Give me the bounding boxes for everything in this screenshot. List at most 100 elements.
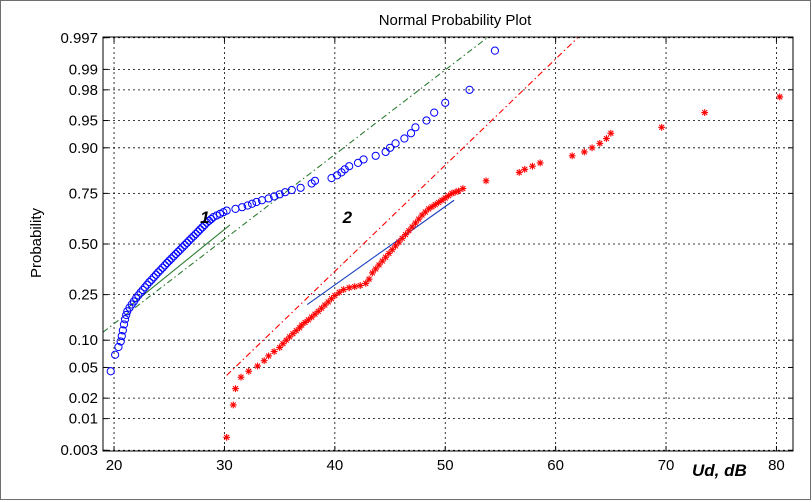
data-point-series-2	[536, 159, 544, 167]
star-stroke	[701, 109, 708, 116]
data-point-series-1	[238, 203, 247, 212]
data-point-series-1	[381, 147, 390, 157]
curve-label-1: 1	[200, 208, 209, 227]
y-tick-label: 0.95	[69, 113, 98, 130]
y-tick-label: 0.003	[60, 442, 98, 459]
data-point-series-1	[185, 236, 194, 245]
data-point-series-2	[603, 135, 610, 142]
data-point-series-1	[371, 151, 380, 160]
data-point-series-1	[296, 183, 305, 192]
y-tick-label: 0.25	[69, 287, 98, 304]
data-point-series-1	[231, 204, 240, 213]
data-point-series-2	[607, 129, 615, 137]
data-point-series-1	[189, 232, 198, 241]
data-point-series-2	[229, 401, 237, 409]
fit-line-2-dash-dot	[226, 37, 579, 376]
data-point-series-1	[167, 254, 176, 263]
data-point-series-2	[292, 327, 300, 335]
data-point-series-1	[171, 249, 180, 259]
data-point-series-1	[327, 174, 336, 183]
star-stroke	[366, 276, 372, 282]
data-point-series-1	[187, 234, 196, 243]
data-point-series-2	[232, 385, 239, 393]
star-stroke	[340, 286, 347, 293]
y-tick-label: 0.75	[69, 185, 98, 202]
data-point-series-1	[160, 261, 169, 270]
data-point-series-1	[270, 192, 279, 201]
fit-line-1-dash-dot	[102, 37, 488, 333]
star-stroke	[455, 188, 462, 194]
star-stroke	[460, 185, 466, 192]
data-point-series-1	[149, 273, 158, 282]
star-stroke	[254, 363, 261, 369]
data-point-series-1	[178, 243, 187, 252]
data-point-series-1	[359, 155, 368, 164]
star-stroke	[516, 169, 523, 176]
star-stroke	[245, 368, 252, 375]
data-point-series-1	[406, 129, 416, 138]
data-point-series-2	[260, 357, 268, 365]
data-point-series-2	[331, 292, 339, 299]
x-tick-label: 20	[106, 457, 123, 474]
data-point-series-2	[568, 152, 576, 160]
data-point-series-1	[111, 350, 120, 359]
data-point-series-1	[154, 268, 163, 277]
star-stroke	[529, 163, 536, 170]
star-stroke	[265, 353, 272, 359]
data-point-series-1	[120, 315, 130, 324]
data-point-series-2	[345, 284, 353, 292]
x-tick-label: 40	[326, 457, 343, 474]
x-tick-label: 60	[547, 457, 564, 474]
star-stroke	[435, 199, 442, 206]
star-stroke	[589, 144, 595, 151]
star-stroke	[223, 434, 230, 441]
data-point-series-1	[252, 197, 261, 207]
star-stroke	[581, 149, 588, 155]
data-point-series-2	[314, 307, 322, 315]
data-point-series-2	[529, 162, 536, 170]
data-point-series-1	[430, 108, 439, 117]
data-point-series-1	[106, 367, 115, 376]
data-point-series-1	[176, 245, 185, 254]
fit-lines	[102, 37, 579, 376]
data-point-series-2	[596, 139, 604, 147]
data-point-series-1	[151, 270, 161, 279]
data-point-series-1	[119, 320, 129, 329]
data-points	[106, 46, 784, 441]
data-point-series-2	[340, 286, 348, 293]
data-point-series-2	[223, 433, 231, 441]
data-point-series-2	[588, 144, 596, 152]
star-stroke	[569, 152, 576, 159]
data-point-series-1	[196, 225, 205, 234]
data-point-series-2	[658, 123, 666, 131]
star-stroke	[439, 197, 445, 204]
data-point-series-1	[182, 238, 192, 247]
y-tick-label: 0.997	[60, 30, 98, 47]
data-point-series-1	[147, 275, 156, 284]
x-tick-label: 30	[216, 457, 233, 474]
y-tick-label: 0.90	[69, 140, 98, 157]
data-point-series-2	[356, 282, 364, 289]
data-point-series-1	[143, 280, 152, 289]
data-point-series-2	[395, 238, 403, 246]
data-point-series-1	[200, 220, 209, 230]
data-point-series-1	[193, 227, 203, 236]
star-stroke	[346, 284, 353, 291]
data-point-series-2	[237, 373, 245, 381]
data-point-series-1	[247, 199, 257, 208]
data-point-series-1	[114, 342, 123, 352]
data-point-series-1	[122, 310, 131, 320]
data-point-series-1	[169, 252, 178, 261]
data-point-series-1	[162, 258, 172, 268]
data-point-series-2	[521, 165, 529, 173]
fit-line-1-solid	[128, 224, 231, 308]
y-tick-label: 0.05	[69, 359, 98, 376]
star-stroke	[776, 94, 783, 100]
data-point-series-1	[465, 85, 474, 94]
y-tick-label: 0.02	[69, 390, 98, 407]
star-stroke	[238, 374, 244, 381]
data-point-series-2	[776, 93, 784, 101]
y-tick-label: 0.98	[69, 82, 98, 99]
star-stroke	[537, 160, 544, 166]
